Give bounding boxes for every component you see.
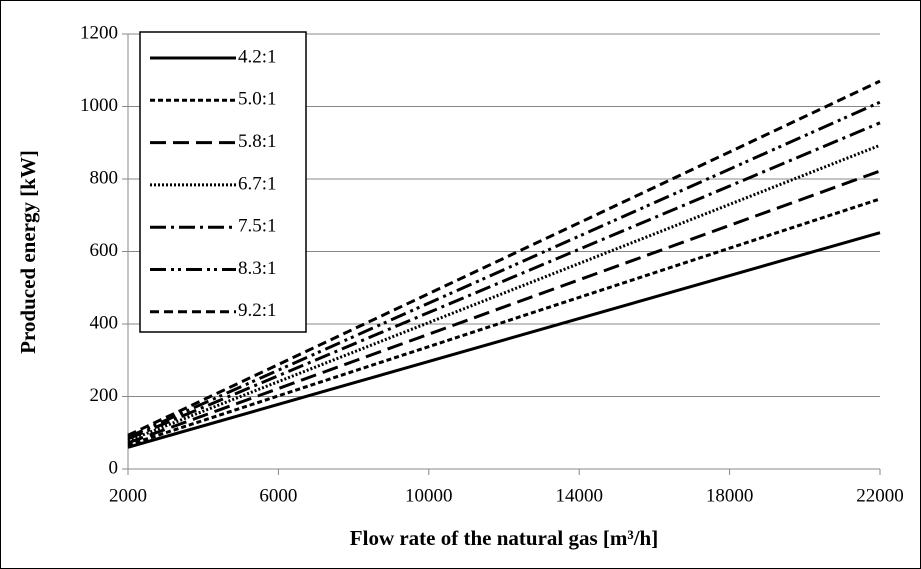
x-tick-label: 14000 [555,485,603,506]
series-line [127,79,881,437]
legend-label: 4.2:1 [238,46,277,67]
series-line [127,169,881,445]
x-tick-label: 10000 [405,485,453,506]
series-line [127,231,881,449]
legend-label: 8.3:1 [238,258,277,279]
legend-label: 9.2:1 [238,300,277,321]
y-tick-label: 800 [90,167,119,188]
x-tick-label: 2000 [109,485,147,506]
y-tick-label: 200 [90,385,119,406]
series-line [127,143,881,443]
legend-label: 6.7:1 [238,173,277,194]
y-tick-label: 1000 [80,95,118,116]
legend-label: 5.0:1 [238,89,277,110]
y-tick-label: 0 [109,457,119,478]
x-axis-title: Flow rate of the natural gas [m³/h] [350,526,658,550]
y-axis-title: Produced energy [kW] [16,150,40,354]
legend-box [139,31,307,333]
y-tick-label: 400 [90,312,119,333]
x-tick-label: 18000 [706,485,754,506]
series-line [127,121,881,441]
legend-label: 5.8:1 [238,131,277,152]
series-line [127,100,881,439]
x-tick-label: 6000 [259,485,297,506]
y-tick-label: 1200 [80,22,118,43]
y-tick-label: 600 [90,240,119,261]
x-tick-label: 22000 [856,485,904,506]
legend-label: 7.5:1 [238,216,277,237]
series-line [127,197,881,447]
